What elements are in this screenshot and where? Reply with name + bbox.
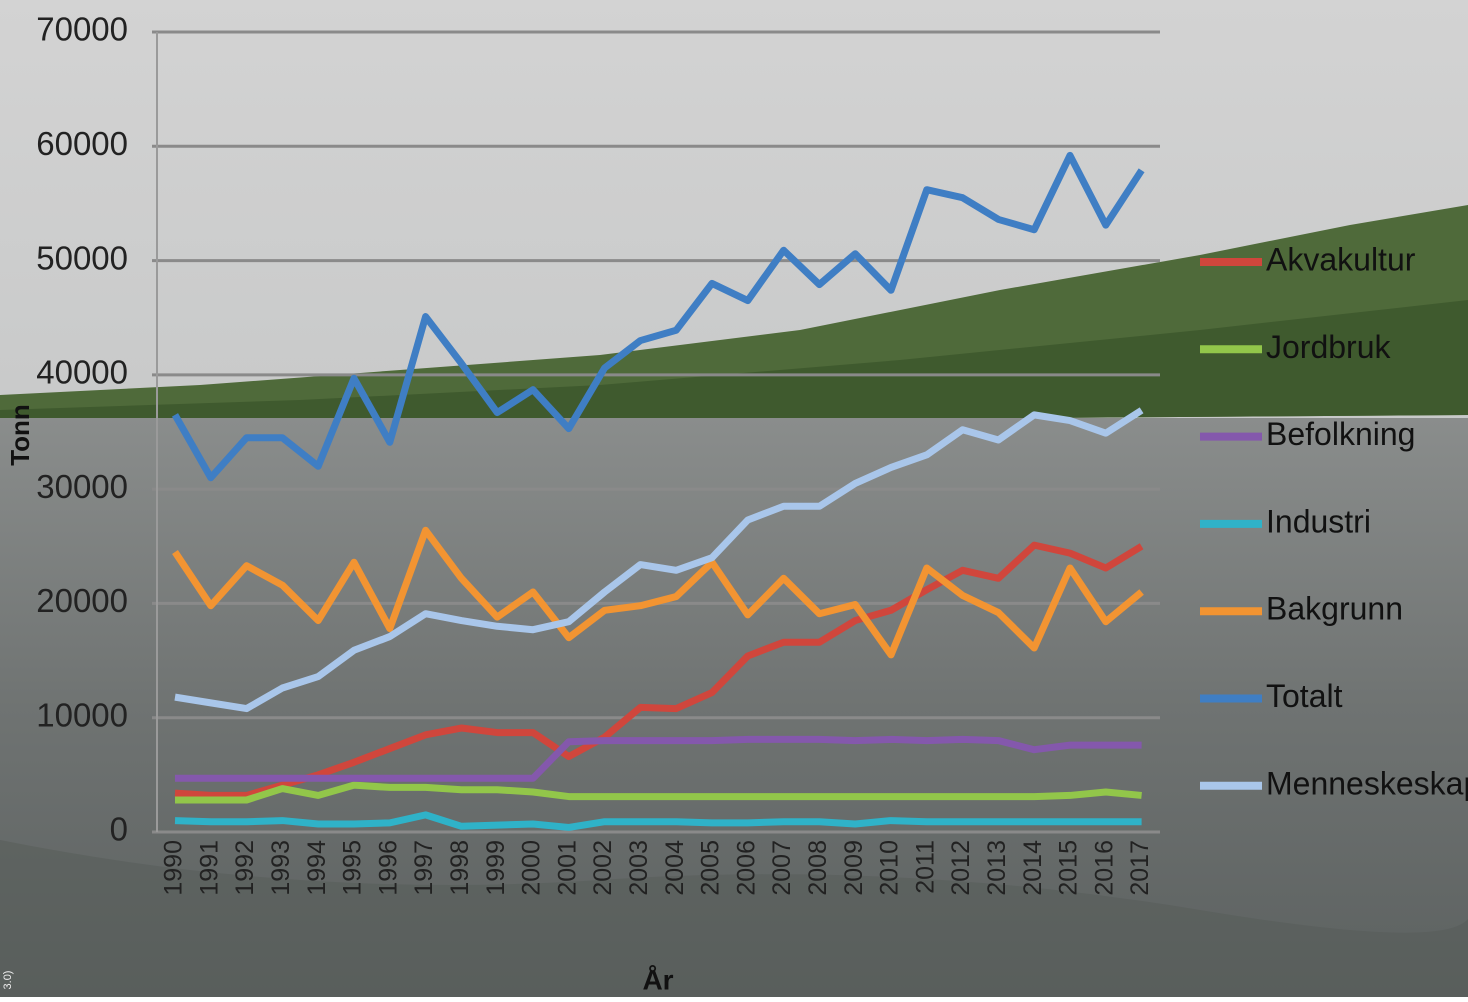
labels: 0 10000 20000 30000 40000 50000 60000 70000 1990… bbox=[36, 11, 1468, 896]
series-line bbox=[172, 526, 1144, 659]
plot bbox=[171, 151, 1145, 831]
x-tick-label: 1993 bbox=[267, 840, 295, 896]
x-tick-label: 2008 bbox=[804, 840, 832, 896]
series-line bbox=[174, 811, 1142, 831]
y-tick-label: 50000 bbox=[36, 239, 128, 276]
series-line bbox=[171, 151, 1145, 482]
x-tick-label: 1999 bbox=[482, 840, 510, 896]
x-tick-label: 1991 bbox=[195, 840, 223, 896]
x-tick-label: 1992 bbox=[231, 840, 259, 896]
series-line bbox=[174, 541, 1144, 799]
x-tick-label: 2011 bbox=[911, 840, 939, 894]
x-tick-label: 2002 bbox=[589, 840, 617, 896]
x-tick-label: 2009 bbox=[840, 840, 868, 896]
x-tick-label: 2017 bbox=[1126, 840, 1154, 896]
x-tick-label: 2012 bbox=[947, 840, 975, 896]
x-tick-label: 2014 bbox=[1019, 840, 1047, 896]
y-tick-label: 20000 bbox=[36, 582, 128, 619]
x-tick-label: 1990 bbox=[160, 840, 188, 896]
x-tick-label: 2013 bbox=[983, 840, 1011, 896]
photo-credit: 3.0) bbox=[2, 971, 14, 990]
x-tick-label: 2004 bbox=[661, 840, 689, 896]
series-line bbox=[175, 735, 1142, 782]
x-tick-label: 2006 bbox=[732, 840, 760, 896]
x-tick-label: 2001 bbox=[553, 840, 581, 896]
legend-label: Befolkning bbox=[1266, 416, 1415, 452]
x-tick-label: 1997 bbox=[410, 840, 438, 896]
x-tick-label: 2010 bbox=[876, 840, 904, 896]
y-tick-label: 10000 bbox=[36, 696, 128, 733]
x-tick-label: 2003 bbox=[625, 840, 653, 896]
series-line bbox=[175, 781, 1142, 804]
legend-label: Totalt bbox=[1266, 678, 1343, 714]
y-tick-label: 40000 bbox=[36, 354, 128, 391]
legend-label: Akvakultur bbox=[1266, 241, 1416, 277]
legend-label: Bakgrunn bbox=[1266, 591, 1403, 627]
y-tick-label: 70000 bbox=[36, 11, 128, 48]
y-tick-label: 60000 bbox=[36, 125, 128, 162]
legend-label: Jordbruk bbox=[1266, 329, 1392, 365]
x-tick-label: 2015 bbox=[1055, 840, 1083, 896]
x-tick-label: 1996 bbox=[374, 840, 402, 896]
y-tick-label: 0 bbox=[110, 811, 128, 848]
legend-label: Industri bbox=[1266, 503, 1371, 539]
x-tick-label: 2005 bbox=[697, 840, 725, 896]
y-axis-label: Tonn bbox=[5, 404, 35, 466]
x-tick-label: 2016 bbox=[1090, 840, 1118, 896]
legend-label: Menneskeskapt bbox=[1266, 765, 1468, 801]
x-tick-label: 1994 bbox=[303, 840, 331, 896]
x-axis-label: År bbox=[642, 964, 673, 995]
x-tick-label: 2007 bbox=[768, 840, 796, 896]
x-tick-label: 2000 bbox=[518, 840, 546, 896]
series-line bbox=[174, 407, 1144, 713]
y-tick-label: 30000 bbox=[36, 468, 128, 505]
x-tick-label: 1998 bbox=[446, 840, 474, 896]
x-tick-label: 1995 bbox=[339, 840, 367, 896]
